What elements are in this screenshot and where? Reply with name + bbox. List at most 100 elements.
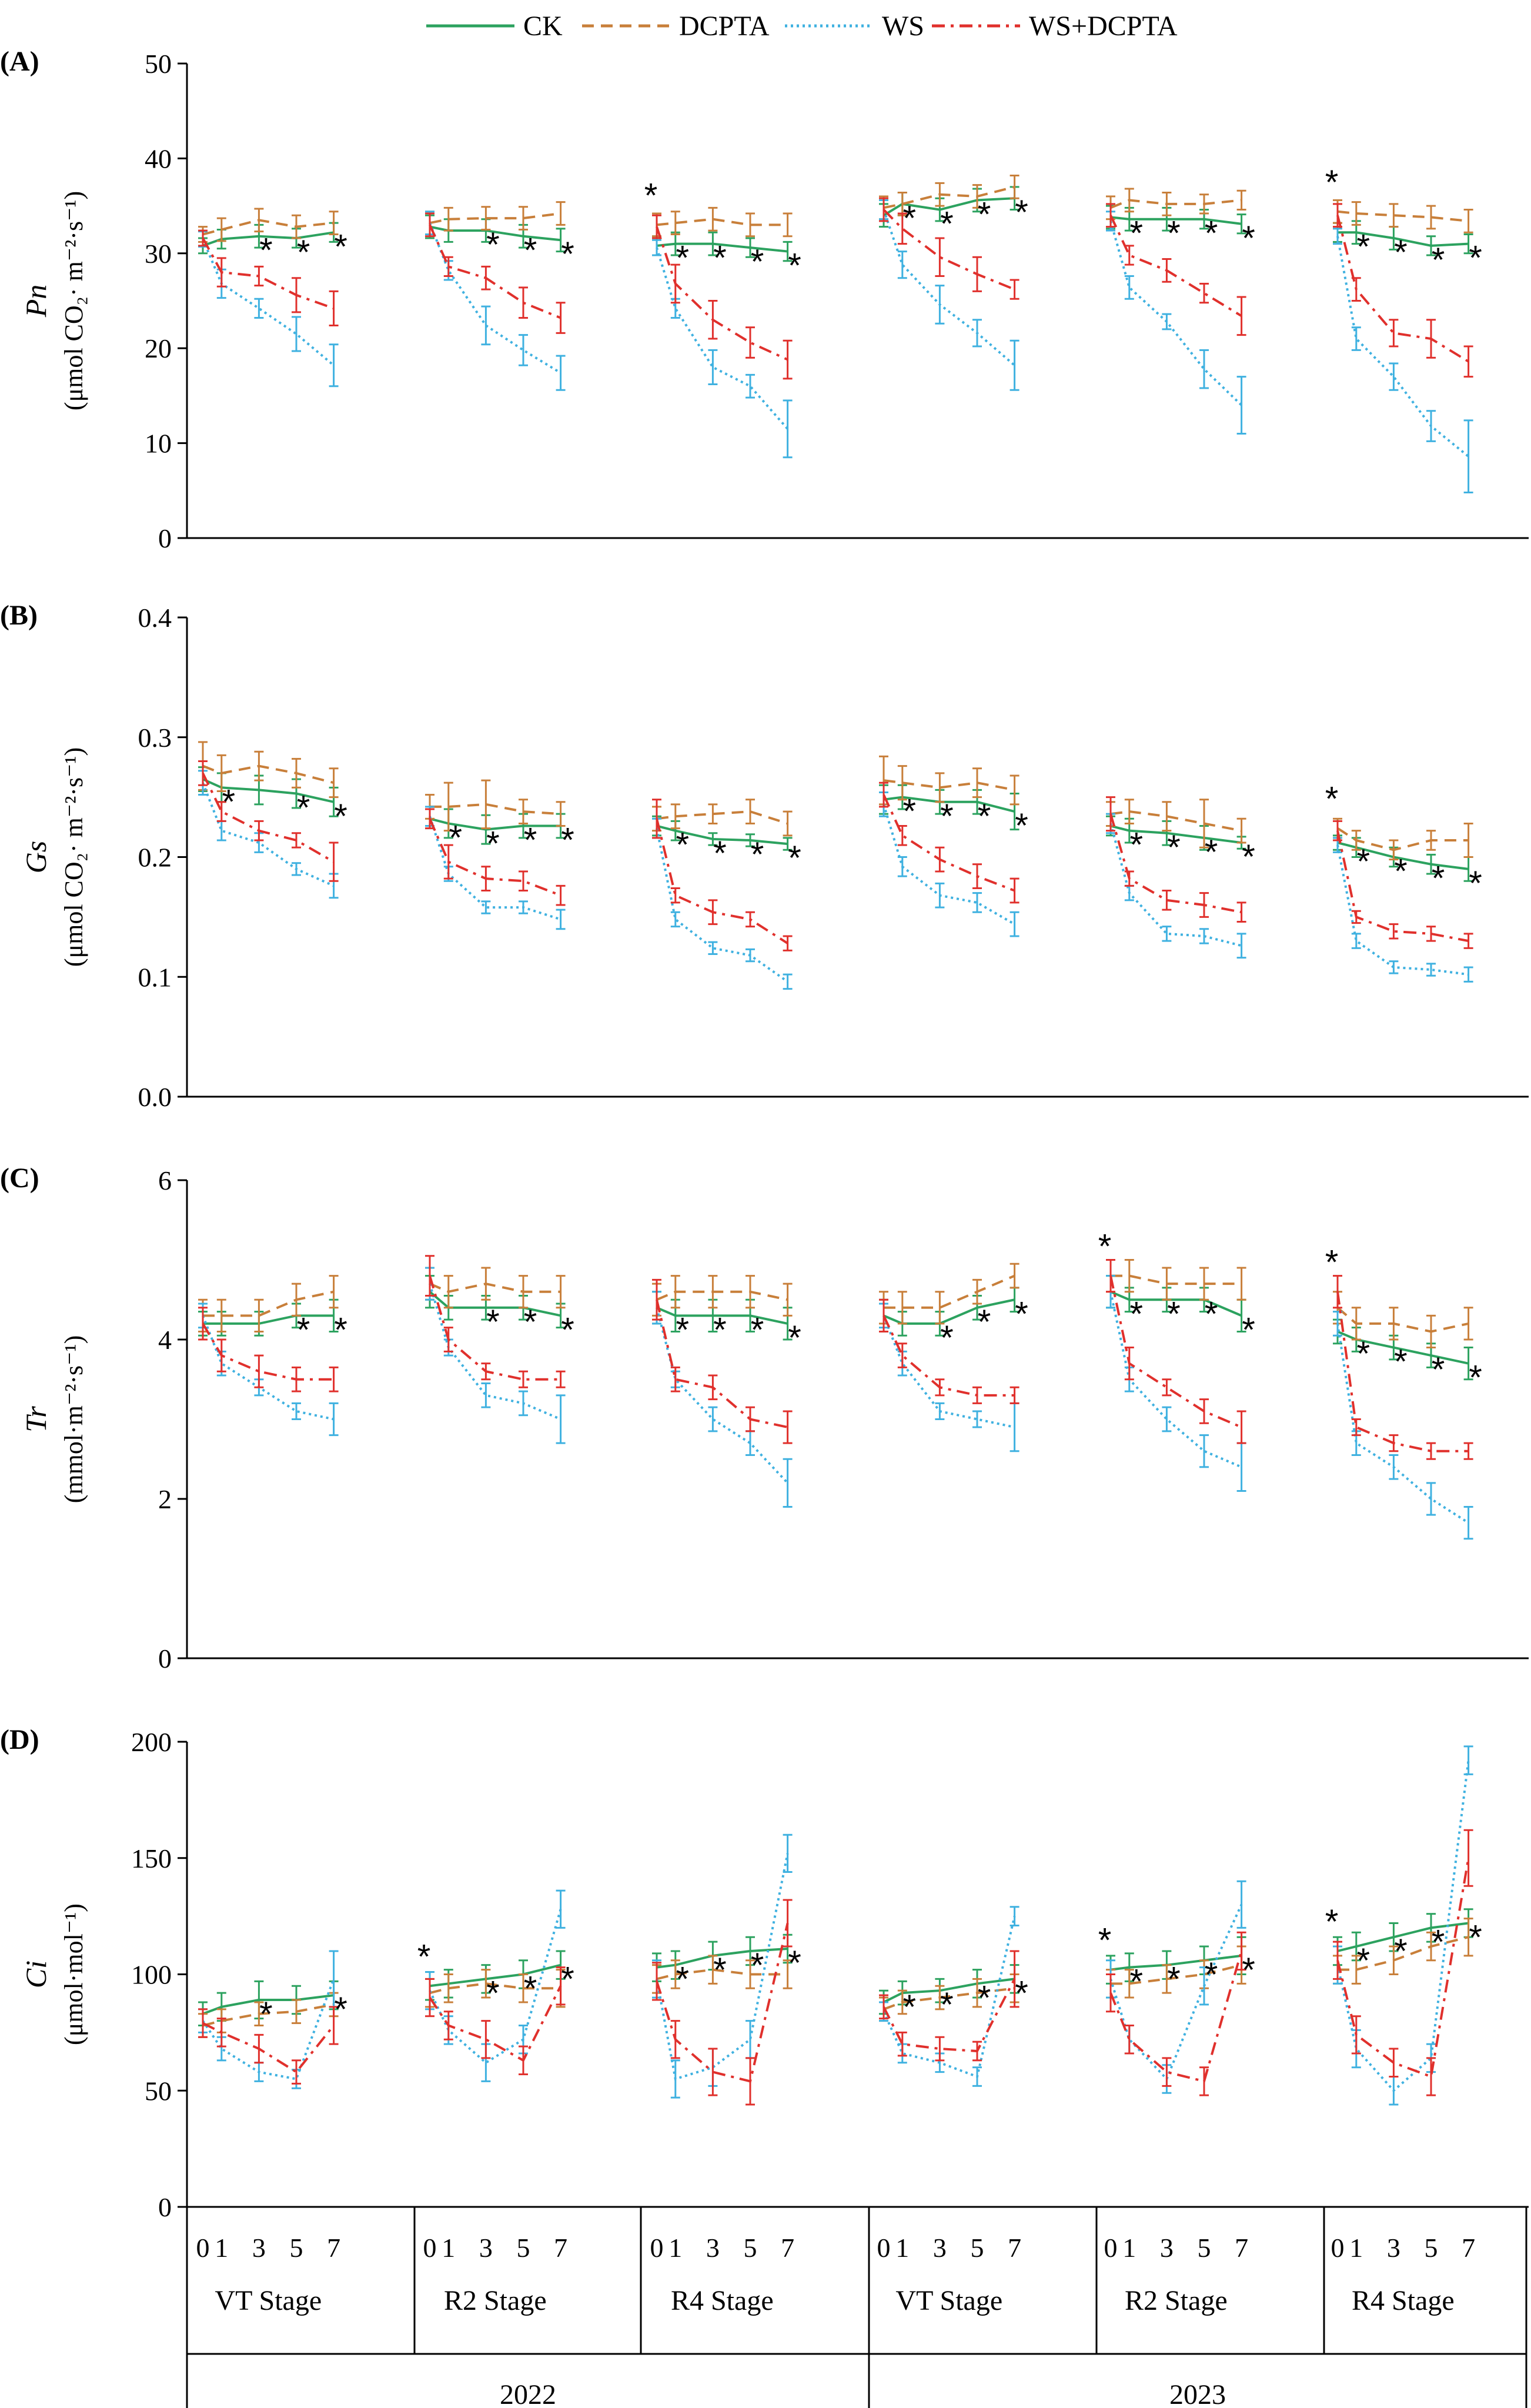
significance-star: *: [1167, 829, 1181, 867]
significance-star: *: [644, 176, 658, 215]
significance-star: *: [1130, 826, 1144, 864]
significance-star: *: [1432, 241, 1445, 279]
series-line-wsd: [429, 1985, 562, 2062]
year-label: 2023: [1169, 2379, 1226, 2408]
series-line-wsd: [1109, 1951, 1243, 2083]
panel-pn: 0 10 20 30 40 50 (A) Pn (μmol CO₂· m⁻²·s⁻¹) * * * * *…: [0, 46, 1529, 553]
x-day-tick-label: 5: [971, 2233, 984, 2263]
y-axis-title: Gs: [19, 841, 52, 874]
y-tick-label: 100: [131, 1960, 172, 1990]
x-day-tick-label: 1: [215, 2233, 228, 2263]
panel-label: (B): [0, 600, 38, 631]
significance-star: *: [788, 839, 801, 877]
series-line-dcpta: [202, 764, 335, 784]
series-line-dcpta: [656, 218, 788, 226]
stage-label: R4 Stage: [1352, 2285, 1455, 2316]
significance-star: *: [788, 247, 801, 285]
panel-label: (C): [0, 1163, 39, 1194]
legend-label-ck: CK: [523, 11, 563, 42]
significance-star: *: [788, 1319, 801, 1357]
y-tick-label: 0: [158, 1644, 172, 1674]
significance-star: *: [1167, 1961, 1181, 1999]
series-line-ws: [1336, 236, 1469, 457]
y-tick-label: 2: [158, 1484, 172, 1514]
y-tick-label: 0.2: [138, 843, 172, 873]
significance-star: *: [524, 821, 537, 860]
stage-label: VT Stage: [895, 2285, 1002, 2316]
legend-label-dcpta: DCPTA: [679, 11, 770, 42]
significance-star: *: [903, 1988, 917, 2026]
significance-star: *: [1242, 1951, 1255, 1989]
y-axis-unit: (μmol CO₂· m⁻²·s⁻¹): [59, 747, 88, 967]
significance-star: *: [1325, 1903, 1339, 1941]
significance-star: *: [1167, 215, 1181, 253]
significance-star: *: [940, 797, 954, 836]
y-tick-label: 4: [158, 1325, 172, 1355]
stage-label: VT Stage: [215, 2285, 322, 2316]
x-day-tick-label: 5: [1425, 2233, 1438, 2263]
significance-star: *: [1357, 228, 1370, 266]
series-line-ws: [429, 222, 561, 374]
significance-star: *: [1130, 215, 1144, 253]
series-line-dcpta: [429, 1283, 561, 1293]
significance-star: *: [751, 1311, 764, 1349]
series-line-dcpta: [1337, 210, 1469, 222]
significance-star: *: [524, 1970, 537, 2008]
y-axis-title: Tr: [19, 1406, 52, 1432]
y-tick-label: 30: [145, 239, 172, 269]
significance-star: *: [1325, 1244, 1339, 1282]
y-axis-unit: (μmol CO₂· m⁻²·s⁻¹): [59, 191, 88, 410]
significance-star: *: [1432, 1923, 1445, 1961]
significance-star: *: [297, 233, 310, 272]
stage-label: R2 Stage: [444, 2285, 547, 2316]
x-day-tick-label: 0: [1331, 2233, 1345, 2263]
x-day-tick-label: 1: [1349, 2233, 1363, 2263]
x-day-tick-label: 1: [442, 2233, 455, 2263]
y-tick-label: 0: [158, 523, 172, 553]
x-day-tick-label: 5: [744, 2233, 757, 2263]
significance-star: *: [1098, 1922, 1112, 1960]
significance-star: *: [1015, 193, 1028, 232]
y-tick-label: 40: [145, 143, 172, 173]
significance-star: *: [978, 1303, 991, 1341]
y-tick-label: 0.3: [138, 723, 172, 753]
series-line-dcpta: [1110, 199, 1242, 209]
series-line-dcpta: [429, 212, 561, 225]
significance-star: *: [449, 819, 463, 857]
significance-star: *: [259, 232, 273, 270]
y-tick-label: 0: [158, 2192, 172, 2222]
significance-star: *: [751, 1946, 764, 1985]
x-day-tick-label: 5: [517, 2233, 530, 2263]
x-day-tick-label: 0: [423, 2233, 437, 2263]
significance-star: *: [1394, 1932, 1408, 1971]
y-tick-label: 0.0: [138, 1082, 172, 1112]
x-day-tick-label: 3: [479, 2233, 493, 2263]
significance-star: *: [561, 235, 574, 273]
x-day-tick-label: 7: [554, 2233, 567, 2263]
x-axis-categories: 0 1 3 5 7 0 1 3 5 7 0 1 3 5 7 0 1 3 5 7 0 1 3 5 7 0 1 3 5 7VT Stage R2…: [186, 2207, 1527, 2408]
x-day-tick-label: 3: [933, 2233, 947, 2263]
legend: CK DCPTA WS WS+DCPTA: [426, 11, 1178, 42]
significance-star: *: [334, 1990, 347, 2029]
significance-star: *: [1205, 833, 1218, 871]
significance-star: *: [1469, 239, 1482, 278]
y-tick-label: 10: [145, 429, 172, 459]
x-day-tick-label: 3: [1160, 2233, 1174, 2263]
significance-star: *: [1357, 843, 1370, 881]
y-tick-label: 20: [145, 333, 172, 363]
series-line-dcpta: [656, 1290, 788, 1301]
significance-star: *: [297, 789, 310, 827]
significance-star: *: [222, 783, 236, 821]
significance-star: *: [334, 228, 347, 266]
x-day-tick-label: 1: [668, 2233, 682, 2263]
series-line-wsd: [1336, 215, 1469, 363]
x-day-tick-label: 7: [1462, 2233, 1475, 2263]
x-day-tick-label: 7: [1008, 2233, 1021, 2263]
significance-star: *: [1469, 1359, 1482, 1397]
significance-star: *: [751, 243, 764, 281]
significance-star: *: [259, 1995, 273, 2033]
significance-star: *: [1432, 860, 1445, 898]
y-axis-title: Ci: [19, 1961, 52, 1988]
significance-star: *: [1130, 1295, 1144, 1333]
significance-star: *: [417, 1938, 431, 1976]
